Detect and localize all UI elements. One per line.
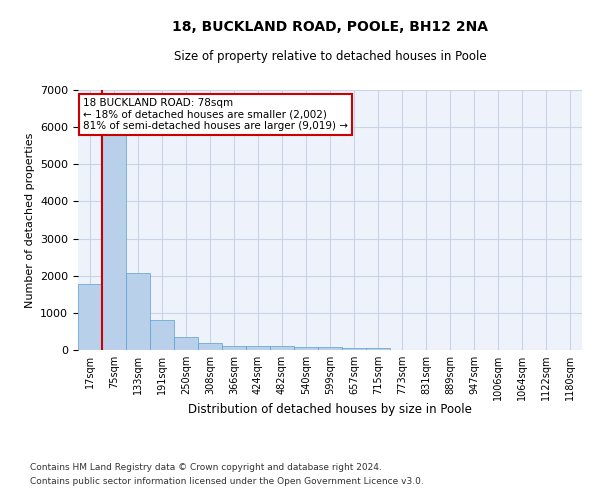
Text: Contains public sector information licensed under the Open Government Licence v3: Contains public sector information licen…: [30, 478, 424, 486]
Bar: [222, 346, 246, 350]
Text: Distribution of detached houses by size in Poole: Distribution of detached houses by size …: [188, 402, 472, 415]
Bar: [126, 274, 150, 350]
Bar: [270, 346, 294, 350]
Bar: [246, 346, 270, 350]
Y-axis label: Number of detached properties: Number of detached properties: [25, 132, 35, 308]
Bar: [294, 347, 318, 350]
Bar: [102, 134, 126, 350]
Text: 18, BUCKLAND ROAD, POOLE, BH12 2NA: 18, BUCKLAND ROAD, POOLE, BH12 2NA: [172, 20, 488, 34]
Bar: [198, 343, 222, 350]
Text: 18 BUCKLAND ROAD: 78sqm
← 18% of detached houses are smaller (2,002)
81% of semi: 18 BUCKLAND ROAD: 78sqm ← 18% of detache…: [83, 98, 348, 131]
Bar: [150, 320, 174, 350]
Bar: [366, 348, 390, 350]
Text: Size of property relative to detached houses in Poole: Size of property relative to detached ho…: [173, 50, 487, 63]
Bar: [78, 284, 102, 350]
Bar: [342, 348, 366, 350]
Bar: [174, 338, 198, 350]
Bar: [318, 348, 342, 350]
Text: Contains HM Land Registry data © Crown copyright and database right 2024.: Contains HM Land Registry data © Crown c…: [30, 462, 382, 471]
